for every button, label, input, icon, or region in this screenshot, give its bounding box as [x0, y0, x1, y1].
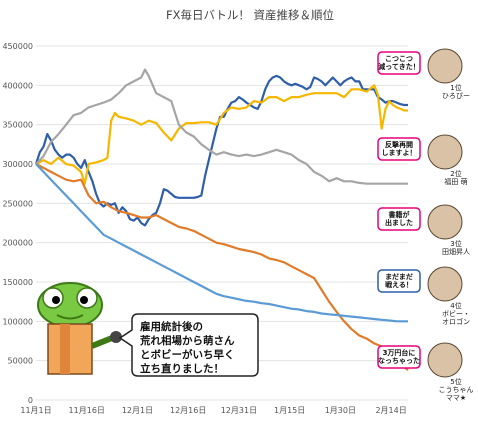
x-tick-label: 12月1日 — [122, 406, 153, 415]
y-tick-label: 450000 — [2, 42, 33, 51]
badge-text: しますよ！ — [382, 148, 417, 157]
y-tick-label: 100000 — [2, 317, 33, 326]
player-name: こうちゃん — [439, 386, 474, 394]
badge-text: まだまだ — [385, 272, 413, 281]
x-tick-label: 2月14日 — [375, 406, 406, 415]
x-tick-label: 11月1日 — [20, 406, 51, 415]
chart-title: FX毎日バトル！ 資産推移＆順位 — [166, 8, 334, 22]
x-tick-label: 1月30日 — [325, 406, 356, 415]
avatar — [427, 342, 463, 378]
y-tick-label: 200000 — [2, 239, 33, 248]
y-tick-label: 0 — [28, 396, 33, 405]
y-tick-label: 150000 — [2, 278, 33, 287]
rank-label: 5位 — [450, 377, 461, 386]
x-tick-label: 1月15日 — [274, 406, 305, 415]
comment-bubble: 雇用統計後の 荒れ相場から萌さん とボビーがいち早く 立ち直りました！ — [118, 313, 259, 377]
rank-label: 4位 — [450, 301, 461, 310]
x-axis: 11月1日 11月16日 12月1日 12月16日 12月31日 1月15日 1月30日 2月… — [20, 406, 406, 415]
comment-line: 荒れ相場から萌さん — [139, 334, 235, 347]
avatar — [427, 204, 463, 240]
badge-text: 減ってきた！ — [378, 62, 419, 71]
player-name: ママ★ — [446, 394, 466, 402]
x-tick-label: 12月31日 — [221, 406, 257, 415]
y-tick-label: 250000 — [2, 199, 33, 208]
y-tick-label: 50000 — [8, 357, 33, 366]
rank-label: 3位 — [450, 239, 461, 248]
player-name: ひろぴー — [442, 92, 470, 100]
comment-line: とボビーがいち早く — [140, 348, 235, 361]
avatar — [427, 266, 463, 302]
avatar — [427, 134, 463, 170]
x-tick-label: 11月16日 — [69, 406, 105, 415]
player-name: 田畑昇人 — [442, 248, 470, 256]
badge-text: 3万円台に — [383, 348, 416, 357]
player-name: 福田 萌 — [444, 177, 467, 186]
player-name: ボビー・ — [442, 309, 470, 318]
speech-badge — [377, 269, 421, 293]
badge-text: 戦える！ — [385, 280, 413, 289]
speech-badge — [377, 345, 421, 369]
rank-label: 1位 — [450, 83, 461, 92]
badge-text: こつこつ — [385, 55, 413, 63]
comment-line: 立ち直りました！ — [140, 362, 224, 375]
badge-text: 反撃再開 — [385, 140, 413, 149]
y-tick-label: 300000 — [2, 160, 33, 169]
data-lines — [34, 68, 409, 371]
player-name: オロゴン — [442, 317, 470, 326]
series-line — [35, 163, 409, 371]
rank-label: 2位 — [450, 169, 461, 178]
y-tick-label: 400000 — [2, 81, 33, 90]
speech-badge — [377, 207, 421, 231]
series-line — [35, 84, 408, 185]
series-line — [35, 68, 408, 185]
badge-text: 書籍が — [389, 210, 410, 219]
y-axis: 0 50000 100000 150000 200000 250000 300000 3500… — [2, 42, 33, 405]
speech-badge — [377, 51, 421, 75]
speech-badge — [377, 137, 421, 161]
comment-line: 雇用統計後の — [140, 320, 203, 333]
series-line — [35, 163, 408, 323]
y-tick-label: 350000 — [2, 121, 33, 130]
badge-text: なっちゃった — [378, 356, 420, 365]
x-tick-label: 12月16日 — [170, 406, 206, 415]
frog-mascot — [37, 282, 122, 375]
badge-text: 出ました — [385, 218, 413, 227]
avatar — [427, 48, 463, 84]
